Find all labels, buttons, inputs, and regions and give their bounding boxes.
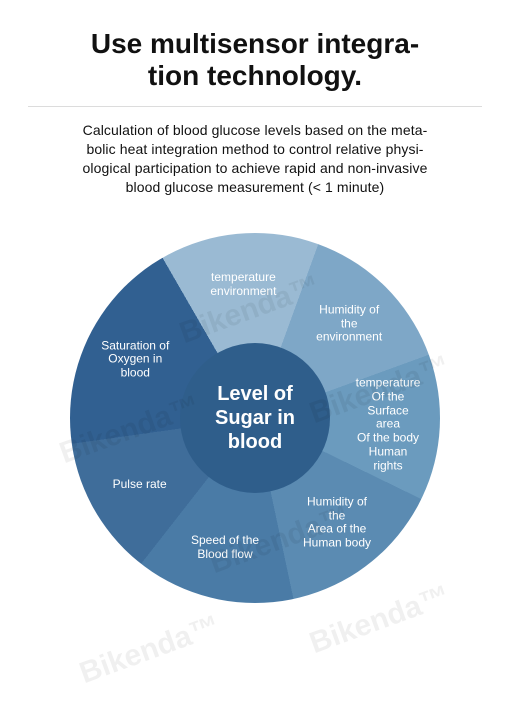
divider	[28, 106, 482, 107]
watermark: Bikenda™	[75, 609, 224, 691]
pie-chart: Level of Sugar in blood temperature envi…	[70, 233, 440, 603]
page-subtitle: Calculation of blood glucose levels base…	[28, 121, 482, 197]
pie-center-label: Level of Sugar in blood	[215, 382, 295, 454]
page-title: Use multisensor integra- tion technology…	[28, 28, 482, 92]
pie-center: Level of Sugar in blood	[180, 343, 330, 493]
